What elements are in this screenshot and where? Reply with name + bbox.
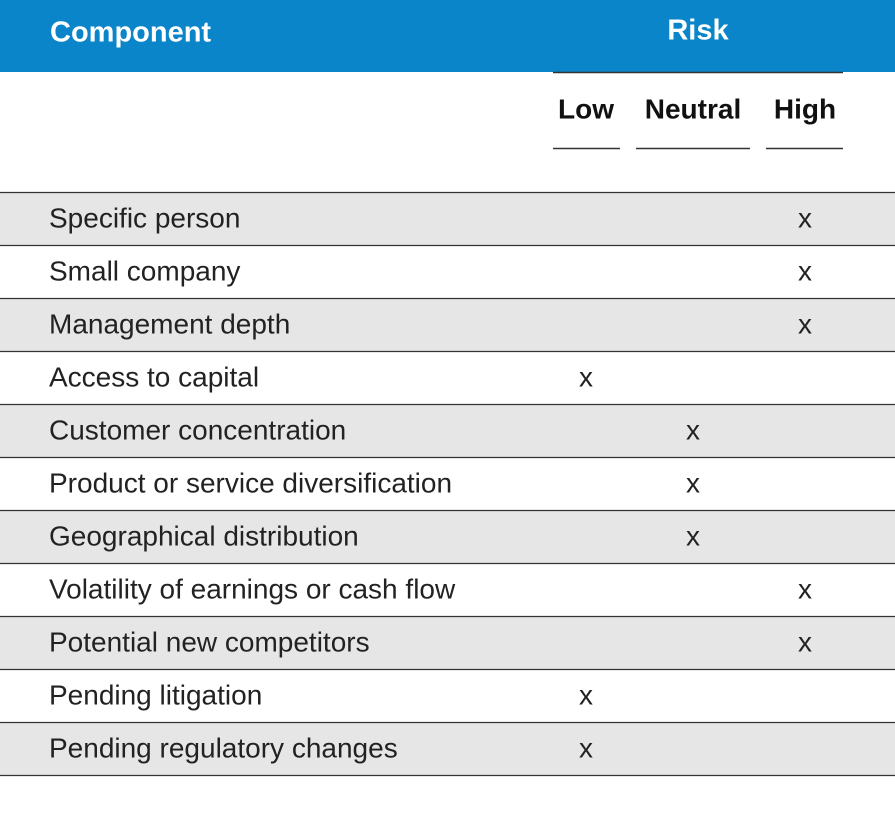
row-background (0, 457, 895, 510)
row-label: Access to capital (49, 361, 259, 392)
row-background (0, 563, 895, 616)
row-label: Pending litigation (49, 679, 262, 710)
risk-mark: x (579, 361, 593, 392)
row-label: Pending regulatory changes (49, 732, 398, 763)
column-header: High (774, 93, 836, 124)
column-header: Low (558, 93, 614, 124)
risk-mark: x (686, 414, 700, 445)
risk-mark: x (579, 732, 593, 763)
row-label: Small company (49, 255, 240, 286)
column-header: Neutral (645, 93, 741, 124)
row-background (0, 245, 895, 298)
risk-mark: x (686, 520, 700, 551)
row-background (0, 616, 895, 669)
row-background (0, 510, 895, 563)
risk-mark: x (798, 255, 812, 286)
row-background (0, 722, 895, 775)
risk-mark: x (686, 467, 700, 498)
row-label: Customer concentration (49, 414, 346, 445)
row-background (0, 669, 895, 722)
risk-mark: x (579, 679, 593, 710)
row-background (0, 351, 895, 404)
row-label: Volatility of earnings or cash flow (49, 573, 456, 604)
risk-mark: x (798, 626, 812, 657)
row-label: Management depth (49, 308, 290, 339)
row-label: Specific person (49, 202, 240, 233)
row-label: Product or service diversification (49, 467, 452, 498)
row-background (0, 298, 895, 351)
row-background (0, 192, 895, 245)
row-label: Geographical distribution (49, 520, 359, 551)
header-bar (0, 0, 895, 72)
risk-header: Risk (667, 15, 729, 47)
risk-mark: x (798, 202, 812, 233)
row-label: Potential new competitors (49, 626, 370, 657)
component-header: Component (50, 17, 211, 49)
risk-mark: x (798, 573, 812, 604)
risk-mark: x (798, 308, 812, 339)
row-background (0, 404, 895, 457)
